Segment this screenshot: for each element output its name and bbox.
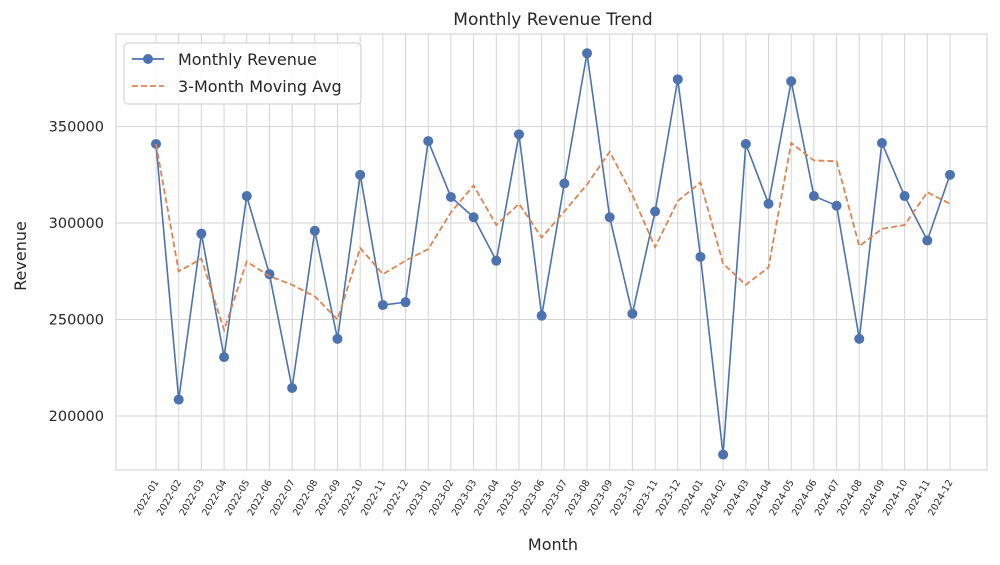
data-point xyxy=(854,333,865,344)
data-point xyxy=(219,352,230,363)
data-point xyxy=(786,76,797,87)
y-axis-label: Revenue xyxy=(11,221,30,291)
data-point xyxy=(355,169,366,180)
plot-frame xyxy=(115,33,988,471)
data-point xyxy=(151,138,161,149)
data-point xyxy=(241,191,252,202)
data-point xyxy=(559,178,570,189)
data-point xyxy=(423,136,434,147)
chart-title: Monthly Revenue Trend xyxy=(453,10,652,30)
y-tick-label: 250000 xyxy=(49,313,104,329)
data-point xyxy=(876,138,887,148)
data-point xyxy=(672,74,683,85)
data-point xyxy=(831,200,842,211)
data-point xyxy=(718,449,729,460)
data-point xyxy=(899,191,910,202)
series-line xyxy=(155,141,951,334)
series-moving-average xyxy=(155,141,951,334)
x-axis-label: Month xyxy=(528,535,578,554)
data-point xyxy=(468,212,479,223)
series-layer xyxy=(151,48,955,460)
data-point xyxy=(945,169,955,180)
legend-label: 3-Month Moving Avg xyxy=(178,77,342,96)
series-line xyxy=(155,53,951,455)
y-axis-ticks: 200000 250000 300000 350000 xyxy=(49,120,104,425)
data-point xyxy=(604,212,615,223)
legend-marker xyxy=(143,54,153,64)
data-point xyxy=(332,333,343,344)
data-point xyxy=(264,269,275,280)
data-point xyxy=(173,394,184,405)
data-point xyxy=(536,310,547,321)
data-point xyxy=(922,235,933,246)
data-point xyxy=(627,308,638,319)
data-point xyxy=(582,48,593,59)
data-point xyxy=(740,138,751,149)
data-point xyxy=(491,255,502,266)
y-tick-label: 350000 xyxy=(49,120,104,136)
y-tick-label: 200000 xyxy=(49,409,104,425)
legend: Monthly Revenue 3-Month Moving Avg xyxy=(123,42,362,105)
x-axis-ticks: 2022-012022-022022-032022-042022-052022-… xyxy=(132,478,955,518)
data-point xyxy=(513,129,524,140)
series-monthly-revenue xyxy=(151,48,955,460)
data-point xyxy=(309,225,320,236)
data-point xyxy=(196,228,207,239)
data-point xyxy=(695,251,706,262)
data-point xyxy=(808,191,819,202)
data-point xyxy=(287,383,298,394)
data-point xyxy=(400,297,411,308)
data-point xyxy=(650,206,661,217)
grid xyxy=(116,34,987,470)
y-tick-label: 300000 xyxy=(49,216,104,232)
data-point xyxy=(445,192,456,203)
legend-label: Monthly Revenue xyxy=(178,50,317,69)
data-point xyxy=(763,198,774,209)
data-point xyxy=(377,300,388,311)
legend-box xyxy=(123,42,362,105)
